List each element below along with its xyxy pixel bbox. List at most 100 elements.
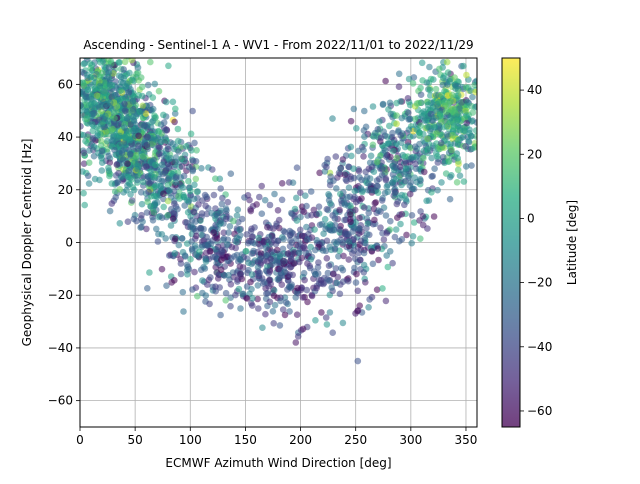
- scatter-point: [167, 222, 175, 229]
- scatter-point: [145, 188, 152, 196]
- scatter-point: [151, 193, 158, 200]
- scatter-point: [454, 154, 462, 162]
- scatter-point: [168, 279, 175, 286]
- scatter-point: [446, 78, 454, 85]
- scatter-point: [139, 153, 147, 160]
- scatter-point: [81, 59, 88, 67]
- scatter-point: [376, 118, 383, 125]
- scatter-point: [347, 218, 354, 226]
- scatter-point: [449, 132, 456, 139]
- scatter-point: [336, 226, 343, 233]
- scatter-point: [347, 211, 354, 218]
- scatter-point: [394, 214, 401, 221]
- scatter-point: [268, 248, 276, 255]
- scatter-point: [138, 107, 145, 115]
- scatter-point: [174, 137, 182, 145]
- scatter-point: [397, 132, 405, 139]
- scatter-point: [159, 170, 167, 178]
- scatter-point: [171, 250, 179, 257]
- scatter-point: [389, 139, 397, 147]
- y-tick-label: −60: [48, 394, 73, 408]
- scatter-point: [395, 83, 403, 90]
- scatter-point: [143, 209, 151, 216]
- scatter-point: [91, 175, 99, 183]
- scatter-point: [374, 189, 382, 196]
- scatter-point: [361, 204, 368, 211]
- scatter-point: [342, 230, 350, 238]
- scatter-point: [354, 307, 361, 315]
- scatter-point: [389, 129, 396, 137]
- scatter-point: [323, 254, 331, 262]
- scatter-point: [192, 175, 200, 183]
- scatter-point: [137, 74, 145, 81]
- scatter-point: [210, 191, 218, 199]
- scatter-point: [219, 194, 226, 202]
- scatter-point: [151, 183, 158, 190]
- scatter-point: [434, 159, 442, 166]
- scatter-point: [250, 247, 257, 255]
- scatter-point: [127, 191, 134, 198]
- scatter-point: [80, 107, 84, 114]
- scatter-point: [155, 128, 163, 135]
- scatter-point: [128, 197, 136, 204]
- scatter-point: [207, 274, 214, 281]
- scatter-point: [248, 233, 256, 241]
- scatter-point: [341, 201, 349, 208]
- scatter-point: [101, 104, 109, 111]
- scatter-point: [375, 256, 382, 264]
- scatter-point: [417, 122, 424, 129]
- scatter-point: [357, 256, 364, 264]
- scatter-point: [266, 268, 274, 275]
- scatter-point: [144, 81, 152, 89]
- scatter-point: [366, 159, 374, 166]
- scatter-point: [257, 259, 265, 267]
- scatter-point: [357, 185, 365, 192]
- scatter-point: [102, 112, 109, 120]
- scatter-point: [333, 279, 341, 287]
- scatter-point: [285, 283, 293, 291]
- scatter-point: [452, 85, 459, 92]
- scatter-point: [339, 156, 347, 163]
- scatter-point: [357, 237, 365, 245]
- scatter-point: [402, 196, 410, 203]
- scatter-point: [408, 212, 416, 219]
- scatter-point: [80, 160, 88, 167]
- scatter-point: [253, 201, 260, 208]
- scatter-point: [286, 308, 293, 315]
- scatter-point: [472, 88, 477, 96]
- scatter-point: [234, 206, 242, 213]
- scatter-point: [95, 103, 103, 111]
- x-tick-label: 200: [289, 433, 312, 447]
- scatter-point: [392, 226, 400, 233]
- scatter-point: [353, 125, 360, 132]
- scatter-point: [391, 189, 399, 197]
- scatter-point: [358, 195, 365, 202]
- scatter-point: [468, 162, 475, 169]
- scatter-point: [198, 210, 206, 217]
- scatter-point: [97, 137, 104, 144]
- scatter-point: [129, 28, 136, 35]
- scatter-point: [221, 271, 228, 279]
- scatter-point: [356, 214, 363, 222]
- scatter-point: [93, 92, 101, 99]
- scatter-point: [447, 114, 455, 122]
- colorbar-tick-label: −20: [527, 276, 552, 290]
- scatter-point: [235, 285, 243, 293]
- scatter-point: [237, 305, 244, 312]
- scatter-point: [258, 210, 266, 217]
- scatter-point: [80, 189, 87, 197]
- scatter-point: [133, 70, 140, 78]
- scatter-point: [134, 165, 141, 173]
- scatter-point: [237, 269, 244, 277]
- chart-title: Ascending - Sentinel-1 A - WV1 - From 20…: [83, 38, 473, 52]
- scatter-point: [151, 80, 159, 88]
- scatter-point: [374, 245, 382, 252]
- scatter-point: [432, 85, 440, 93]
- scatter-point: [269, 308, 277, 315]
- scatter-point: [195, 201, 202, 208]
- scatter-point: [148, 171, 155, 178]
- scatter-point: [245, 259, 252, 267]
- scatter-point: [412, 160, 419, 168]
- scatter-point: [350, 174, 358, 182]
- scatter-point: [383, 252, 391, 259]
